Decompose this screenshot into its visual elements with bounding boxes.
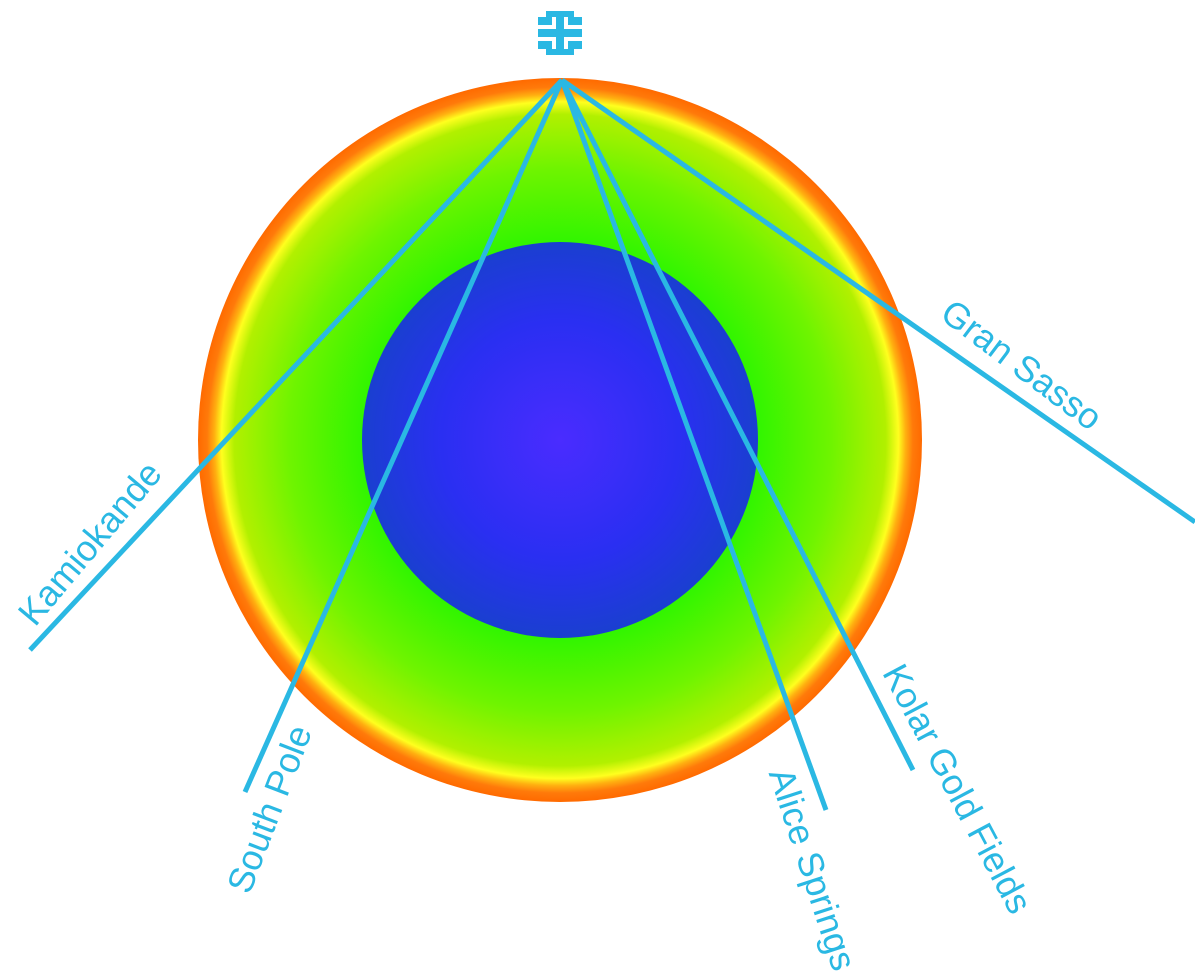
fermilab-logo-icon	[538, 11, 582, 55]
beam-line-alice-springs	[559, 79, 829, 811]
beam-line-kamiokande	[28, 78, 564, 652]
beam-label-alice-springs: Alice Springs	[761, 763, 865, 975]
layer-core	[362, 242, 758, 638]
beam-label-kolar-gold-fields: Kolar Gold Fields	[875, 657, 1041, 920]
beam-label-kamiokande: Kamiokande	[10, 453, 170, 633]
beam-label-gran-sasso: Gran Sasso	[934, 291, 1110, 438]
beam-lines	[28, 77, 1195, 811]
beam-line-south-pole	[242, 78, 565, 794]
beam-label-south-pole: South Pole	[219, 719, 320, 898]
beam-line-kolar-gold-fields	[559, 78, 916, 772]
earth	[198, 78, 922, 802]
beam-line-gran-sasso	[560, 77, 1195, 525]
